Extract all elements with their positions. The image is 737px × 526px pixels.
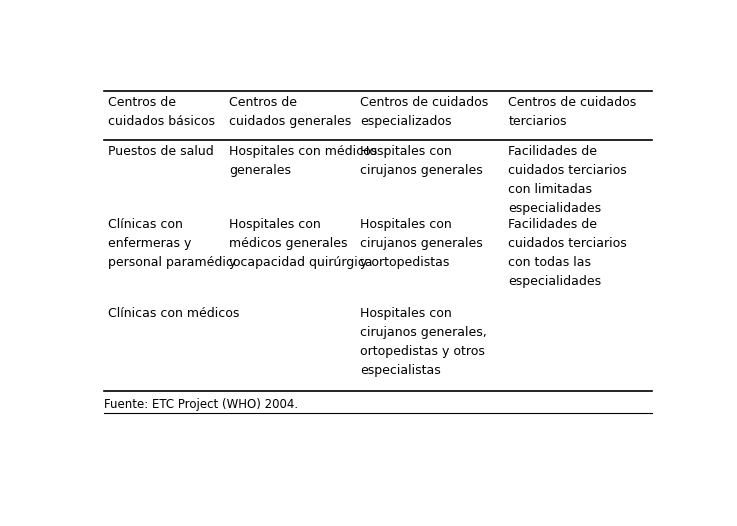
Text: Hospitales con
médicos generales
y capacidad quirúrgica: Hospitales con médicos generales y capac… (228, 218, 372, 269)
Text: Hospitales con
cirujanos generales,
ortopedistas y otros
especialistas: Hospitales con cirujanos generales, orto… (360, 307, 487, 377)
Text: Hospitales con
cirujanos generales: Hospitales con cirujanos generales (360, 145, 483, 177)
Text: Hospitales con médicos
generales: Hospitales con médicos generales (228, 145, 377, 177)
Text: Clínicas con
enfermeras y
personal paramédico: Clínicas con enfermeras y personal param… (108, 218, 240, 269)
Text: Facilidades de
cuidados terciarios
con limitadas
especialidades: Facilidades de cuidados terciarios con l… (509, 145, 627, 215)
Text: Centros de
cuidados básicos: Centros de cuidados básicos (108, 96, 215, 128)
Text: Centros de cuidados
terciarios: Centros de cuidados terciarios (509, 96, 637, 128)
Text: Centros de
cuidados generales: Centros de cuidados generales (228, 96, 351, 128)
Text: Puestos de salud: Puestos de salud (108, 145, 214, 158)
Text: Hospitales con
cirujanos generales
y ortopedistas: Hospitales con cirujanos generales y ort… (360, 218, 483, 269)
Text: Centros de cuidados
especializados: Centros de cuidados especializados (360, 96, 489, 128)
Text: Fuente: ETC Project (WHO) 2004.: Fuente: ETC Project (WHO) 2004. (103, 399, 298, 411)
Text: Facilidades de
cuidados terciarios
con todas las
especialidades: Facilidades de cuidados terciarios con t… (509, 218, 627, 288)
Text: Clínicas con médicos: Clínicas con médicos (108, 307, 240, 320)
